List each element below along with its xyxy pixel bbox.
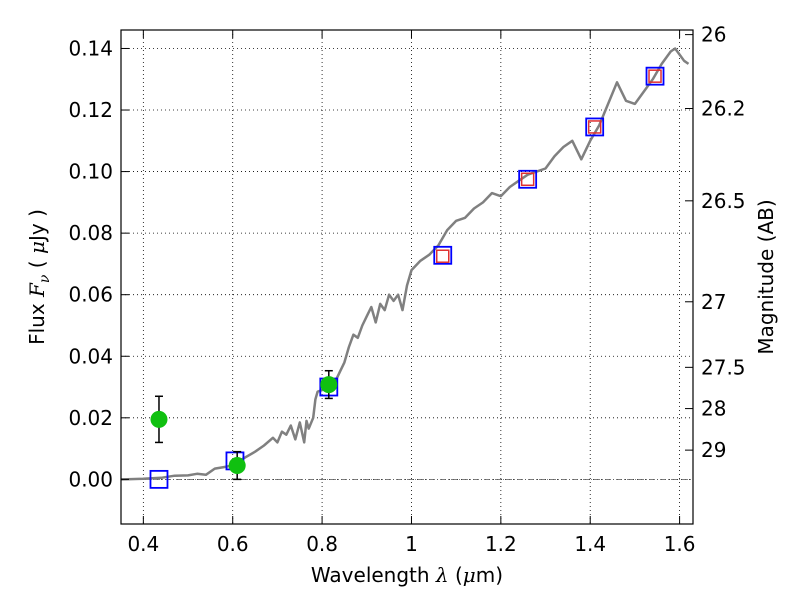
y-tick-label: 0.04	[68, 344, 113, 368]
y-tick-label: 0.00	[68, 467, 113, 491]
y2-tick-label: 26.5	[701, 189, 746, 213]
model-photometry-square	[585, 117, 605, 137]
data-series	[120, 47, 690, 489]
y-tick-label: 0.10	[68, 160, 113, 184]
plot-frame	[120, 29, 694, 525]
x-tick-label: 1	[405, 532, 418, 556]
model-photometry-square	[645, 66, 665, 86]
x-tick-label: 0.8	[306, 532, 338, 556]
x-tick-label: 0.6	[217, 532, 249, 556]
x-tick-label: 0.4	[127, 532, 159, 556]
y-tick-label: 0.14	[68, 36, 113, 60]
plot-background	[121, 30, 693, 524]
spectrum-line	[120, 47, 690, 481]
y-tick-label: 0.08	[68, 221, 113, 245]
x-axis-label: Wavelength λ (μm)	[311, 563, 503, 587]
y2-tick-label: 26	[701, 23, 726, 47]
model-photometry-square	[518, 169, 538, 189]
x-tick-label: 1.2	[485, 532, 517, 556]
y2-tick-label: 29	[701, 438, 726, 462]
model-photometry-square	[433, 245, 453, 265]
optical-photometry-point	[150, 410, 168, 428]
y-tick-label: 0.12	[68, 98, 113, 122]
observed-photometry-square	[587, 120, 602, 134]
y-axis-label: Flux Fν ( μJy )	[25, 209, 53, 345]
y2-tick-label: 27	[701, 290, 726, 314]
observed-photometry-square	[436, 249, 450, 263]
y-tick-label: 0.02	[68, 406, 113, 430]
axis-ticks: 0.4 0.6 0.8 1 1.2 1.4 1.6 0.00 0.02 0.04 0.06 0.08 0…	[68, 23, 745, 556]
x-tick-label: 1.6	[664, 532, 696, 556]
optical-photometry-point	[228, 457, 246, 475]
y-tick-label: 0.06	[68, 283, 113, 307]
observed-photometry-square	[648, 69, 662, 83]
optical-photometry-point	[320, 376, 338, 394]
model-photometry-square	[149, 469, 169, 489]
x-tick-label: 1.4	[574, 532, 606, 556]
y2-tick-label: 28	[701, 397, 726, 421]
observed-photometry-square	[520, 172, 535, 187]
y2-tick-label: 27.5	[701, 355, 746, 379]
y2-tick-label: 26.2	[701, 96, 746, 120]
y2-axis-label: Magnitude (AB)	[754, 199, 778, 354]
